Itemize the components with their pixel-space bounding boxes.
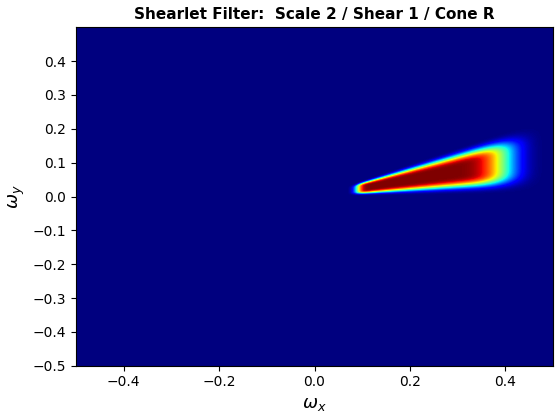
Y-axis label: $\omega_y$: $\omega_y$ (7, 184, 27, 209)
Title: Shearlet Filter:  Scale 2 / Shear 1 / Cone R: Shearlet Filter: Scale 2 / Shear 1 / Con… (134, 7, 495, 22)
X-axis label: $\omega_x$: $\omega_x$ (302, 395, 327, 413)
